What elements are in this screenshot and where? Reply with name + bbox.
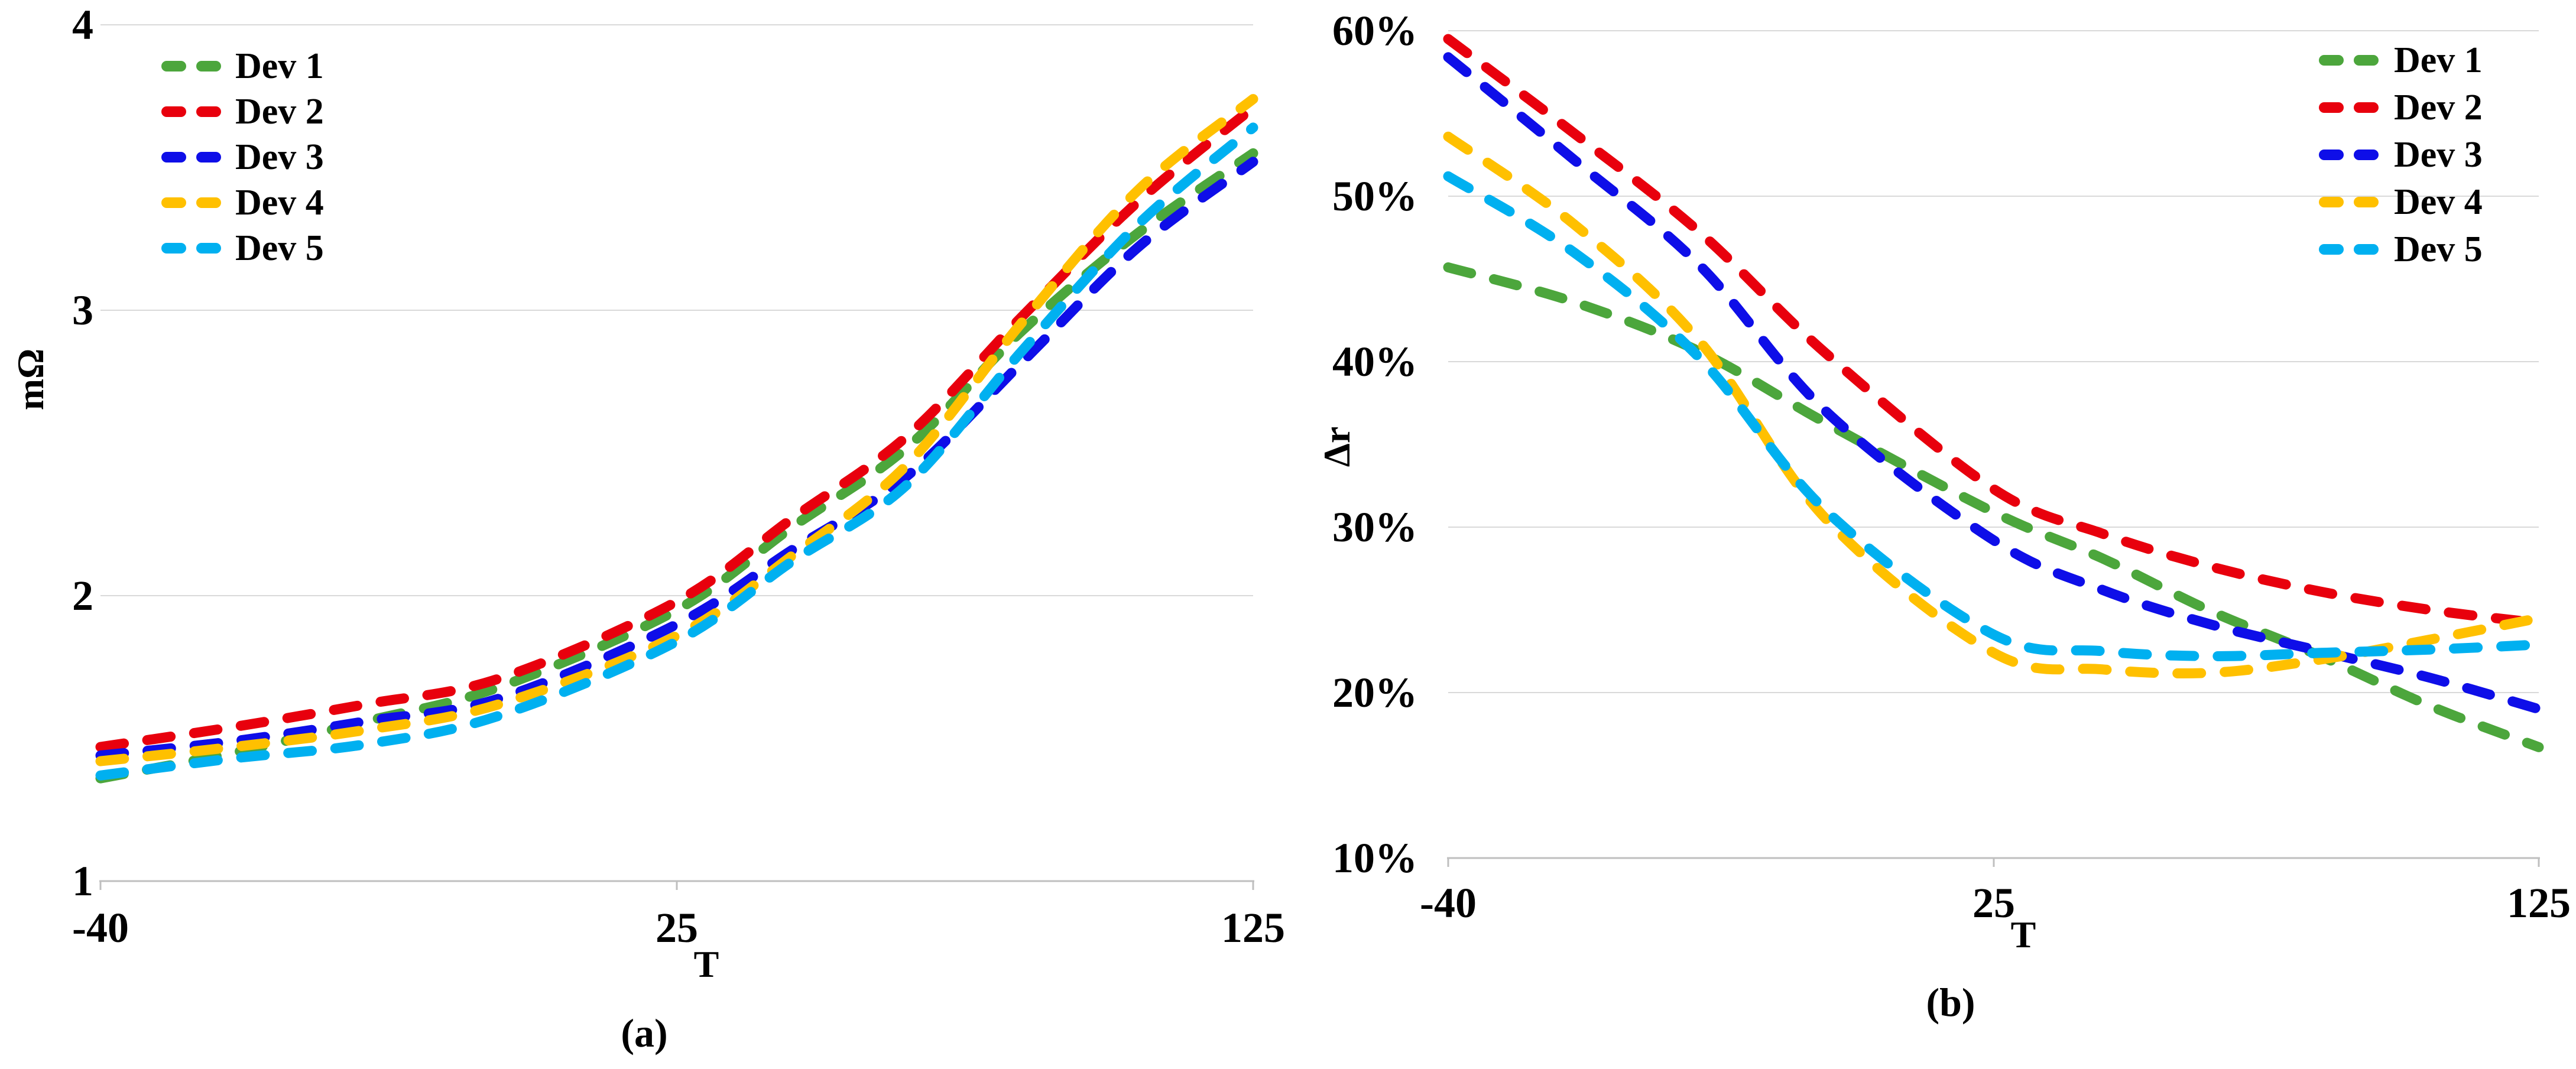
- x-tick-label: 25: [656, 904, 698, 951]
- legend-item-label-dev-3: Dev 3: [2394, 135, 2483, 175]
- y-tick-label: 50%: [1332, 173, 1417, 220]
- legend-dash-icon-dev-4: [161, 195, 221, 213]
- legend-dash-icon-dev-1: [161, 59, 221, 77]
- chart-a-y-axis-title: mΩ: [9, 348, 51, 411]
- chart-b-x-axis-title: T: [2010, 914, 2036, 956]
- legend-dash-icon-dev-2: [2319, 100, 2379, 118]
- series-line-dev-3: [1443, 52, 2544, 714]
- x-tick-label: 125: [1221, 904, 1285, 951]
- chart-a-caption: (a): [621, 1010, 668, 1055]
- legend-dash-icon-dev-3: [2319, 147, 2379, 165]
- legend-dash-icon-dev-1: [2319, 53, 2379, 71]
- legend-dash-icon-dev-3: [161, 150, 221, 168]
- chart-a-x-axis-title: T: [693, 943, 719, 985]
- y-tick-label: 4: [72, 1, 93, 48]
- series-line-dev-4: [1443, 131, 2544, 678]
- chart-b-grid-and-axes: [1447, 30, 2540, 867]
- y-tick-label: 60%: [1332, 7, 1417, 54]
- legend-item-label-dev-2: Dev 2: [235, 92, 324, 132]
- y-tick-label: 2: [72, 572, 93, 619]
- series-line-dev-2: [95, 102, 1258, 752]
- chart-b-series: [1443, 34, 2544, 752]
- x-tick-label: 125: [2507, 879, 2571, 927]
- series-line-dev-1: [1443, 262, 2544, 752]
- series-line-dev-5: [95, 122, 1258, 781]
- legend-dash-icon-dev-4: [2319, 194, 2379, 213]
- legend-item-label-dev-1: Dev 1: [235, 46, 324, 86]
- x-tick-label: -40: [72, 904, 129, 951]
- legend-item-label-dev-1: Dev 1: [2394, 40, 2483, 80]
- chart-b-caption: (b): [1926, 980, 1975, 1025]
- series-line-dev-2: [1443, 34, 2544, 628]
- series-line-dev-3: [95, 157, 1258, 761]
- y-tick-label: 40%: [1332, 338, 1417, 385]
- chart-a-series: [95, 94, 1258, 784]
- legend-item-label-dev-2: Dev 2: [2394, 87, 2483, 128]
- y-tick-label: 10%: [1332, 834, 1417, 882]
- y-tick-label: 20%: [1332, 669, 1417, 716]
- x-tick-label: -40: [1420, 879, 1477, 927]
- x-tick-label: 25: [1972, 879, 2015, 927]
- y-tick-label: 30%: [1332, 503, 1417, 551]
- series-line-dev-5: [1443, 171, 2544, 661]
- legend-item-label-dev-5: Dev 5: [2394, 229, 2483, 269]
- legend-dash-icon-dev-5: [2319, 242, 2379, 260]
- y-tick-label: 1: [72, 857, 93, 905]
- y-tick-label: 3: [72, 287, 93, 334]
- legend-dash-icon-dev-2: [161, 104, 221, 122]
- legend-item-label-dev-5: Dev 5: [235, 228, 324, 268]
- legend-dash-icon-dev-5: [161, 241, 221, 259]
- legend-item-label-dev-4: Dev 4: [235, 183, 324, 223]
- legend-item-label-dev-3: Dev 3: [235, 137, 324, 177]
- chart-b-y-axis-title: Δr: [1316, 426, 1358, 467]
- legend-item-label-dev-4: Dev 4: [2394, 182, 2483, 222]
